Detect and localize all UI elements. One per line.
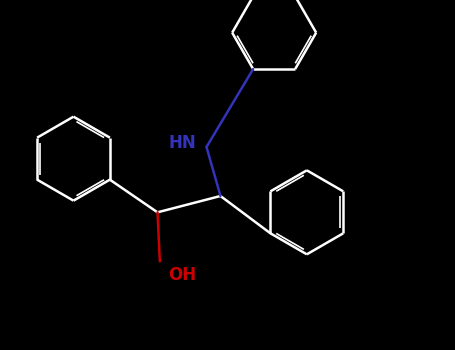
Text: HN: HN [168, 134, 196, 152]
Text: OH: OH [168, 266, 197, 284]
